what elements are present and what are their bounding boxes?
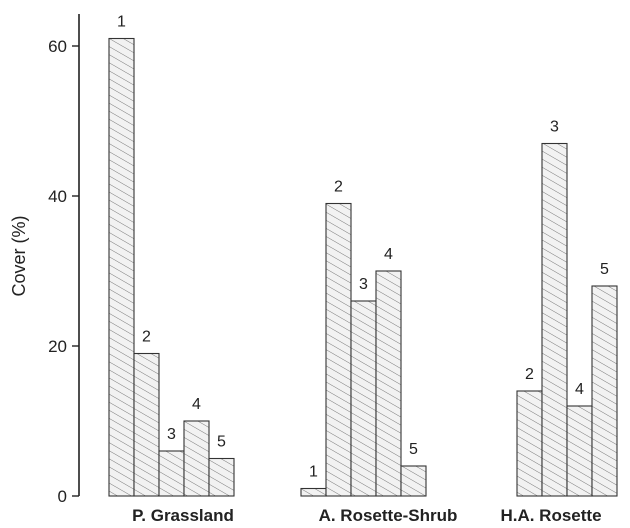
bar-label: 4	[192, 396, 201, 413]
bar-label: 1	[117, 14, 126, 31]
bar-label: 5	[217, 434, 226, 451]
y-axis-ticks: 0 20 40 60	[48, 37, 79, 506]
y-axis-label: Cover (%)	[9, 215, 29, 296]
bar-label: 3	[167, 426, 176, 443]
bar	[350, 300, 377, 497]
bar	[108, 37, 135, 497]
bar	[375, 270, 402, 497]
bar	[400, 465, 427, 497]
bar	[158, 450, 185, 497]
bar	[541, 142, 568, 497]
bar	[133, 352, 160, 497]
bar	[208, 457, 235, 497]
bar-label: 2	[142, 329, 151, 346]
bar-label: 2	[525, 366, 534, 383]
category-label: A. Rosette-Shrub	[319, 506, 458, 525]
category-label: P. Grassland	[132, 506, 234, 525]
bar-label: 3	[550, 119, 559, 136]
bar-label: 5	[600, 261, 609, 278]
category-label: H.A. Rosette	[500, 506, 601, 525]
y-tick-label: 0	[58, 487, 67, 506]
bar-label: 4	[384, 246, 393, 263]
bar	[591, 285, 618, 497]
bar	[183, 420, 210, 497]
y-tick-label: 20	[48, 337, 67, 356]
y-tick-label: 60	[48, 37, 67, 56]
bar-label: 2	[334, 179, 343, 196]
bar	[300, 487, 327, 497]
bar	[516, 390, 543, 497]
bar	[566, 405, 593, 497]
bar-label: 1	[309, 464, 318, 481]
y-tick-label: 40	[48, 187, 67, 206]
bar-label: 3	[359, 276, 368, 293]
bar	[325, 202, 352, 497]
bar-label: 5	[409, 441, 418, 458]
category-labels: P. Grassland A. Rosette-Shrub H.A. Rosette	[132, 506, 601, 525]
bar-label: 4	[575, 381, 584, 398]
